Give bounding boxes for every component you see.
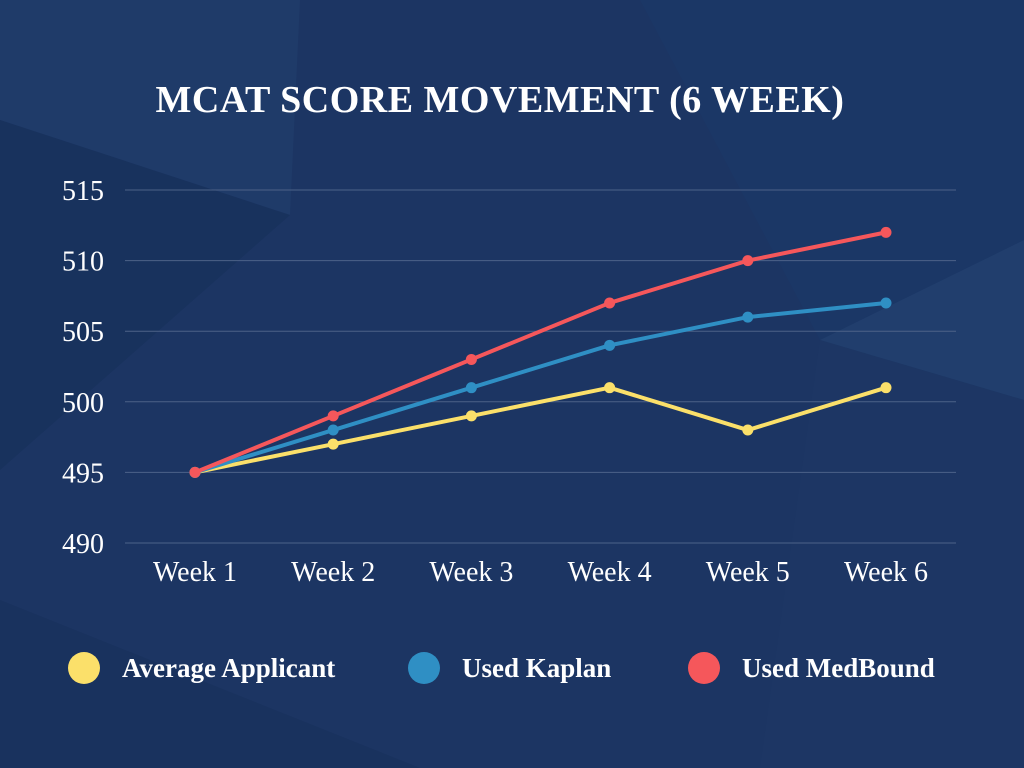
data-point-used-kaplan-week-5 xyxy=(742,311,754,323)
data-point-used-medbound-week-3 xyxy=(465,353,477,365)
data-point-used-medbound-week-2 xyxy=(327,410,339,422)
x-tick-label-week-4: Week 4 xyxy=(568,557,652,588)
data-point-used-kaplan-week-2 xyxy=(327,424,339,436)
x-tick-label-week-1: Week 1 xyxy=(153,557,237,588)
series-average-applicant xyxy=(189,382,892,478)
legend: Average Applicant Used Kaplan Used MedBo… xyxy=(0,646,1024,690)
x-tick-label-week-3: Week 3 xyxy=(429,557,513,588)
legend-marker-used-kaplan xyxy=(408,652,440,684)
data-point-average-applicant-week-2 xyxy=(327,438,339,450)
y-tick-label-490: 490 xyxy=(62,529,104,560)
data-point-used-kaplan-week-3 xyxy=(465,382,477,394)
x-tick-label-week-2: Week 2 xyxy=(291,557,375,588)
data-point-used-medbound-week-1 xyxy=(189,466,201,478)
legend-item-used-medbound: Used MedBound xyxy=(688,646,935,690)
y-tick-label-515: 515 xyxy=(62,176,104,207)
data-point-average-applicant-week-3 xyxy=(465,410,477,422)
series-lines xyxy=(189,226,892,478)
y-tick-label-500: 500 xyxy=(62,388,104,419)
y-tick-label-510: 510 xyxy=(62,247,104,278)
data-point-used-kaplan-week-4 xyxy=(604,339,616,351)
legend-label-used-kaplan: Used Kaplan xyxy=(462,652,612,683)
series-used-medbound xyxy=(189,226,892,478)
series-line-used-kaplan xyxy=(193,300,888,475)
legend-label-average-applicant: Average Applicant xyxy=(122,652,336,683)
data-point-average-applicant-week-5 xyxy=(742,424,754,436)
y-axis-ticks: 490 495 500 505 510 515 xyxy=(62,176,104,560)
y-tick-label-505: 505 xyxy=(62,317,104,348)
y-tick-label-495: 495 xyxy=(62,458,104,489)
data-point-used-medbound-week-6 xyxy=(880,226,892,238)
series-line-average-applicant xyxy=(193,385,888,475)
chart-title: MCAT SCORE MOVEMENT (6 WEEK) xyxy=(155,79,845,121)
legend-marker-average-applicant xyxy=(68,652,100,684)
x-tick-label-week-5: Week 5 xyxy=(706,557,790,588)
data-point-average-applicant-week-4 xyxy=(604,382,616,394)
data-point-used-medbound-week-5 xyxy=(742,255,754,267)
legend-marker-used-medbound xyxy=(688,652,720,684)
x-tick-label-week-6: Week 6 xyxy=(844,557,928,588)
data-point-average-applicant-week-6 xyxy=(880,382,892,394)
legend-item-used-kaplan: Used Kaplan xyxy=(408,646,611,690)
legend-item-average-applicant: Average Applicant xyxy=(68,646,335,690)
data-point-used-kaplan-week-6 xyxy=(880,297,892,309)
data-point-used-medbound-week-4 xyxy=(604,297,616,309)
legend-label-used-medbound: Used MedBound xyxy=(742,652,935,683)
x-axis-ticks: Week 1 Week 2 Week 3 Week 4 Week 5 Week 6 xyxy=(153,557,928,588)
series-line-used-medbound xyxy=(193,230,888,475)
